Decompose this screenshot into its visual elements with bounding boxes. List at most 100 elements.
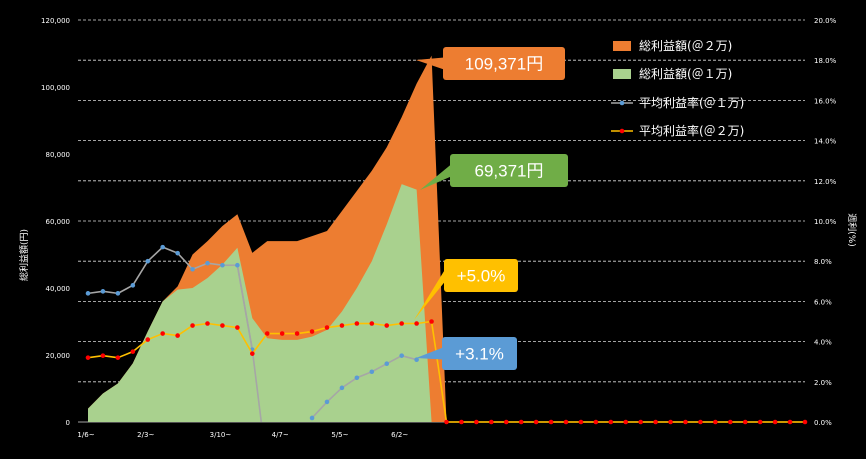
rate-20k-point [459, 419, 464, 425]
rate-10k-point [175, 250, 180, 256]
rate-20k-point [578, 419, 584, 425]
left-tick-label: 120,000 [41, 17, 70, 25]
callout-pointer [414, 269, 445, 320]
rate-20k-point [220, 323, 225, 328]
callout-label: +3.1% [455, 345, 504, 364]
legend-swatch [613, 41, 631, 51]
rate-20k-segment [386, 322, 402, 327]
right-tick-label: 12.0% [814, 178, 837, 186]
x-tick-label: 6/2~ [391, 431, 408, 439]
right-tick-label: 16.0% [814, 97, 837, 105]
rate-20k-segment [251, 333, 268, 355]
rate-20k-segment [430, 321, 448, 423]
rate-20k-point [324, 325, 330, 330]
x-axis-ticks: 1/6~ 2/3~ 3/10~ 4/7~ 5/5~ 6/2~ [77, 431, 408, 439]
rate-10k-segment [236, 265, 254, 350]
rate-20k-point [757, 419, 763, 425]
rate-10k-point [399, 353, 404, 358]
rate-20k-point [279, 331, 285, 336]
area-profit-10k [88, 184, 432, 422]
rate-10k-segment [371, 363, 388, 373]
legend-item: 総利益額(＠２万) [613, 39, 732, 53]
callout-label: 69,371円 [475, 162, 544, 181]
x-tick-label: 3/10~ [210, 431, 232, 439]
left-tick-label: 0 [66, 419, 70, 427]
callout: +5.0% [414, 259, 518, 320]
area-series [88, 55, 447, 423]
rate-20k-point [115, 355, 121, 360]
rate-20k-point [563, 419, 569, 425]
left-tick-label: 100,000 [41, 84, 70, 92]
rate-20k-segment [297, 330, 313, 335]
x-tick-label: 5/5~ [331, 431, 348, 439]
rate-20k-segment [371, 322, 387, 327]
rate-20k-point [160, 331, 165, 336]
rate-20k-point [145, 337, 151, 342]
left-tick-label: 80,000 [46, 151, 71, 159]
rate-10k-point [220, 262, 225, 268]
legend-item: 平均利益率(＠２万) [611, 123, 744, 138]
rate-20k-point [518, 419, 524, 425]
rate-20k-segment [326, 324, 343, 329]
callout: +3.1% [416, 337, 517, 370]
rate-10k-segment [356, 371, 373, 379]
rate-10k-point [414, 357, 419, 362]
rate-20k-point [728, 419, 733, 425]
rate-20k-point [623, 419, 629, 425]
legend-item: 総利益額(＠１万) [613, 67, 732, 81]
right-tick-label: 2.0% [814, 379, 832, 387]
legend-marker [619, 128, 625, 134]
legend-label: 平均利益率(＠２万) [639, 123, 744, 138]
rate-20k-point [772, 419, 778, 425]
rate-20k-point [369, 321, 375, 326]
rate-10k-segment [177, 252, 194, 270]
rate-10k-segment [341, 377, 358, 389]
rate-10k-point [115, 291, 121, 296]
rate-20k-point [339, 323, 345, 328]
left-tick-label: 20,000 [46, 352, 71, 360]
legend-label: 総利益額(＠２万) [639, 39, 732, 53]
rate-20k-point [309, 329, 315, 334]
legend-marker [619, 100, 625, 106]
rate-20k-point [294, 331, 300, 336]
rate-20k-segment [341, 322, 357, 327]
callout: 109,371円 [416, 47, 565, 80]
right-tick-label: 4.0% [814, 339, 832, 347]
callout-box [442, 337, 517, 370]
rate-10k-segment [326, 387, 343, 403]
rate-20k-point [250, 351, 255, 356]
rate-10k-segment [132, 260, 149, 286]
rate-20k-point [683, 419, 688, 425]
rate-20k-point [205, 321, 210, 326]
rate-10k-point [145, 258, 151, 264]
rate-10k-point [324, 399, 330, 405]
right-tick-label: 14.0% [814, 138, 837, 146]
legend-label: 平均利益率(＠１万) [639, 95, 744, 110]
line-series [85, 244, 808, 425]
rate-20k-point [698, 419, 703, 425]
callout-box [443, 47, 565, 80]
callout-pointer [416, 57, 444, 70]
x-tick-label: 2/3~ [137, 431, 154, 439]
x-tick-label: 4/7~ [272, 431, 289, 439]
rate-20k-point [190, 323, 195, 328]
right-tick-label: 10.0% [814, 218, 837, 226]
rate-10k-segment [192, 262, 208, 270]
rate-20k-segment [162, 332, 178, 337]
rate-20k-point [85, 355, 91, 360]
rate-10k-point [130, 283, 136, 288]
rate-10k-segment [311, 401, 328, 419]
rate-20k-segment [416, 320, 432, 325]
rate-20k-point [100, 353, 106, 358]
rate-20k-segment [236, 327, 254, 355]
rate-10k-point [369, 369, 375, 375]
rate-20k-segment [222, 324, 238, 329]
rate-20k-point [593, 419, 599, 425]
rate-20k-point [235, 325, 240, 330]
rate-20k-point [533, 419, 539, 425]
callout: 69,371円 [420, 154, 568, 190]
rate-20k-segment [207, 322, 223, 327]
rate-20k-point [429, 319, 434, 324]
right-tick-label: 18.0% [814, 57, 837, 65]
